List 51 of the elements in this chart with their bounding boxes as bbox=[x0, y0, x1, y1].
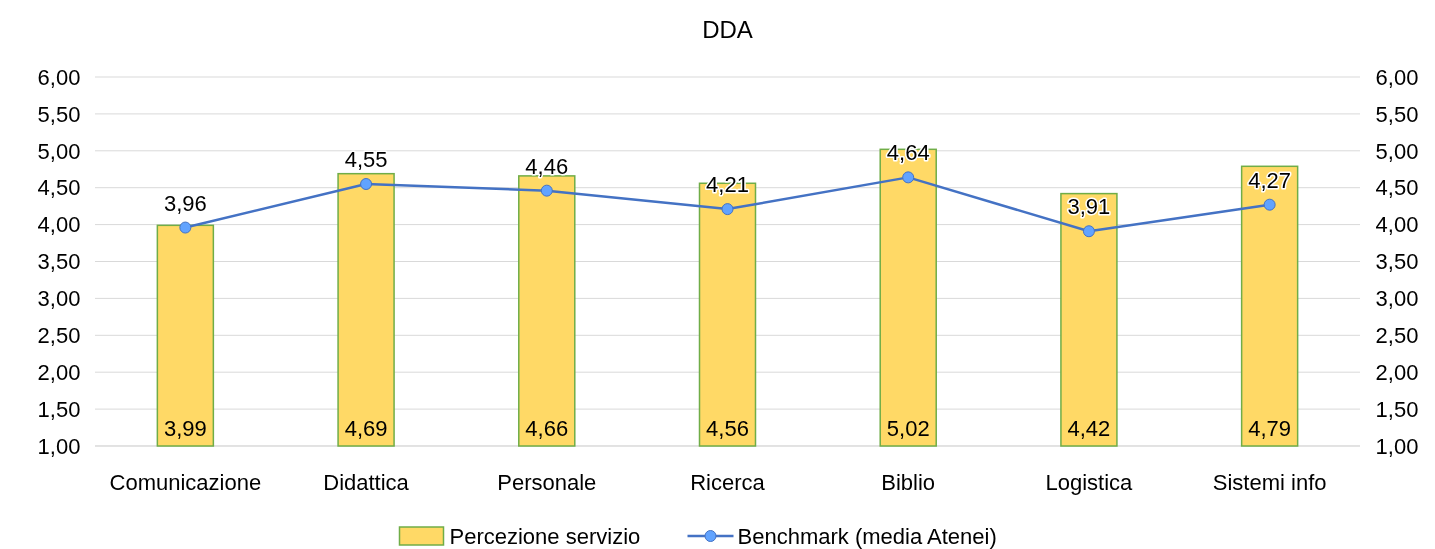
chart-title: DDA bbox=[702, 16, 753, 43]
y2-tick-label: 1,00 bbox=[1375, 433, 1419, 459]
data-label: 4,46 bbox=[525, 153, 569, 179]
data-label: 4,79 bbox=[1248, 416, 1292, 441]
y2-tick-label: 2,50 bbox=[1375, 323, 1419, 348]
x-tick-label: Comunicazione bbox=[109, 470, 262, 495]
data-label: 4,27 bbox=[1248, 167, 1292, 193]
data-label: 4,66 bbox=[525, 416, 569, 441]
x-tick-label: Personale bbox=[497, 470, 597, 495]
y-tick-label: 2,50 bbox=[37, 323, 81, 348]
point bbox=[1082, 225, 1095, 238]
y2-tick-label: 5,50 bbox=[1375, 101, 1419, 127]
y-tick-label: 4,50 bbox=[37, 175, 81, 201]
y2-tick-label: 3,00 bbox=[1375, 286, 1419, 312]
y2-tick-label: 6,00 bbox=[1375, 64, 1419, 90]
y2-tick-label: 1,50 bbox=[1375, 396, 1419, 422]
y-tick-label: 5,00 bbox=[37, 138, 81, 164]
data-label: 3,96 bbox=[163, 190, 207, 216]
y-tick-label: 1,00 bbox=[37, 433, 81, 459]
x-tick-label: Logistica bbox=[1045, 470, 1134, 495]
y-tick-label: 2,00 bbox=[37, 359, 81, 385]
data-label: 3,99 bbox=[163, 416, 207, 441]
x-tick-label: Didattica bbox=[323, 470, 410, 495]
x-tick-label: Ricerca bbox=[690, 470, 766, 495]
point bbox=[179, 221, 192, 234]
data-label: 4,56 bbox=[706, 416, 749, 441]
y-tick-label: 1,50 bbox=[37, 396, 81, 422]
data-label: 4,69 bbox=[344, 416, 388, 441]
point bbox=[360, 178, 373, 191]
y2-tick-label: 2,00 bbox=[1375, 359, 1419, 385]
y2-tick-label: 4,00 bbox=[1375, 212, 1419, 238]
point bbox=[1263, 198, 1276, 211]
y2-tick-label: 4,50 bbox=[1375, 175, 1419, 201]
point bbox=[721, 203, 734, 216]
x-tick-label: Sistemi info bbox=[1212, 470, 1327, 495]
data-label: 4,55 bbox=[344, 147, 388, 173]
legend-label: Benchmark (media Atenei) bbox=[737, 523, 997, 549]
y2-tick-label: 3,50 bbox=[1375, 249, 1419, 275]
data-label: 3,91 bbox=[1067, 194, 1111, 220]
data-label: 5,02 bbox=[886, 416, 930, 441]
y-tick-label: 3,50 bbox=[37, 249, 81, 275]
y-tick-label: 5,50 bbox=[37, 101, 81, 127]
y2-tick-label: 5,00 bbox=[1375, 138, 1419, 164]
data-label: 4,42 bbox=[1067, 416, 1111, 441]
y-tick-label: 6,00 bbox=[37, 64, 81, 90]
point bbox=[902, 171, 915, 184]
y-tick-label: 4,00 bbox=[37, 212, 81, 238]
legend-label: Percezione servizio bbox=[449, 523, 641, 549]
point bbox=[540, 184, 553, 197]
y-tick-label: 3,00 bbox=[37, 286, 81, 312]
x-tick-label: Biblio bbox=[881, 470, 936, 495]
